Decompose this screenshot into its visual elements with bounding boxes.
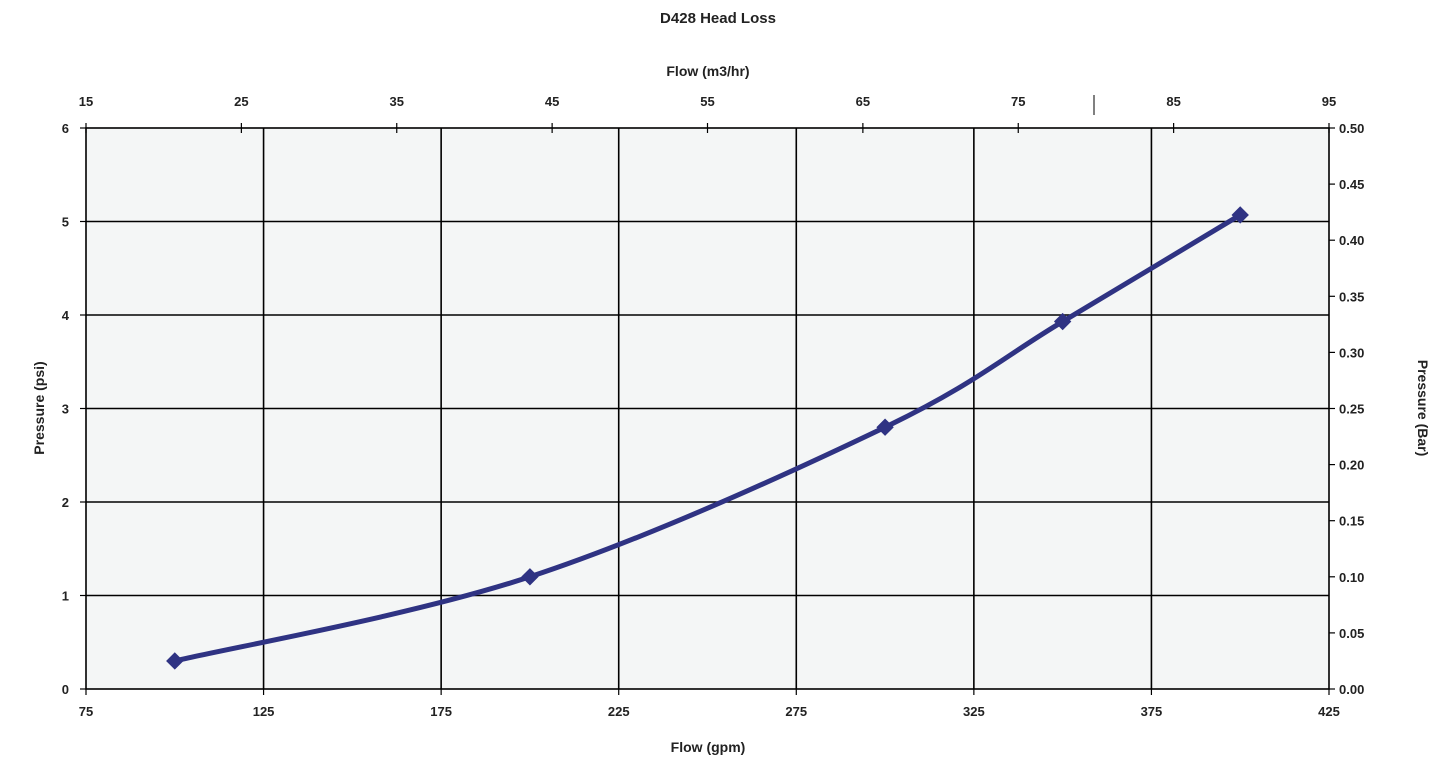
plot-frame (85, 127, 1330, 690)
x-tick-label: 75 (79, 704, 93, 719)
x-tick-label: 375 (1141, 704, 1163, 719)
y2-tick-label: 0.05 (1339, 626, 1364, 641)
y-tick-label: 6 (62, 121, 69, 136)
y2-tick-label: 0.15 (1339, 514, 1364, 529)
right-axis-title: Pressure (Bar) (1415, 360, 1431, 457)
x2-tick-label: 25 (234, 94, 248, 109)
y2-tick-label: 0.45 (1339, 177, 1364, 192)
y-tick-label: 0 (62, 682, 69, 697)
chart-title: D428 Head Loss (660, 10, 776, 27)
x2-tick-label: 75 (1011, 94, 1025, 109)
y2-tick-label: 0.10 (1339, 570, 1364, 585)
data-point-marker (1053, 312, 1072, 331)
y2-tick-label: 0.00 (1339, 682, 1364, 697)
y-tick-label: 5 (62, 215, 69, 230)
y2-tick-label: 0.25 (1339, 402, 1364, 417)
x2-tick-label: 55 (700, 94, 714, 109)
y-tick-label: 2 (62, 495, 69, 510)
x2-tick-label: 65 (856, 94, 870, 109)
x-tick-label: 275 (785, 704, 807, 719)
x2-tick-label: 95 (1322, 94, 1336, 109)
y-tick-label: 1 (62, 589, 69, 604)
x-tick-label: 225 (608, 704, 630, 719)
x-tick-label: 325 (963, 704, 985, 719)
y2-tick-label: 0.35 (1339, 289, 1364, 304)
x2-tick-label: 15 (79, 94, 93, 109)
data-point-marker (166, 652, 184, 670)
data-point-marker (1231, 206, 1249, 224)
x-tick-label: 175 (430, 704, 452, 719)
y2-tick-label: 0.50 (1339, 121, 1364, 136)
bottom-axis-title: Flow (gpm) (671, 739, 746, 755)
series (166, 206, 1249, 670)
y2-tick-label: 0.40 (1339, 233, 1364, 248)
data-point-marker (521, 568, 539, 586)
y-tick-label: 3 (62, 402, 69, 417)
data-point-marker (876, 418, 894, 436)
y-tick-label: 4 (62, 308, 70, 323)
top-axis-title: Flow (m3/hr) (666, 63, 749, 79)
x2-tick-label: 45 (545, 94, 559, 109)
grid (86, 128, 1329, 689)
left-axis-title: Pressure (psi) (31, 361, 47, 454)
x-tick-label: 425 (1318, 704, 1340, 719)
series-line (172, 212, 1243, 664)
x-tick-label: 125 (253, 704, 275, 719)
y2-tick-label: 0.20 (1339, 458, 1364, 473)
y2-tick-label: 0.30 (1339, 345, 1364, 360)
x2-tick-label: 35 (390, 94, 404, 109)
x2-tick-label: 85 (1166, 94, 1180, 109)
